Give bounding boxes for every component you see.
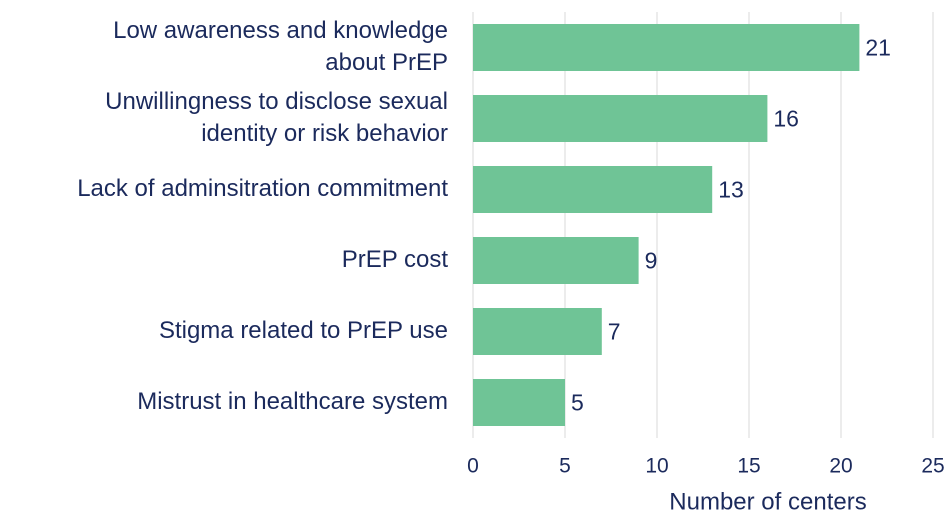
y-tick-label: Lack of adminsitration commitment: [77, 175, 448, 202]
x-tick-label: 20: [829, 455, 852, 478]
bar: [473, 308, 602, 355]
y-tick-label: Mistrust in healthcare system: [137, 388, 448, 415]
x-tick-label: 5: [559, 455, 571, 478]
y-tick-label: Stigma related to PrEP use: [159, 317, 448, 344]
x-axis-title: Number of centers: [669, 488, 866, 515]
bar: [473, 237, 639, 284]
y-tick-label: about PrEP: [325, 49, 448, 76]
data-label: 5: [571, 390, 584, 416]
bar: [473, 166, 713, 213]
bar: [473, 379, 565, 426]
bar: [473, 95, 768, 142]
y-tick-label: identity or risk behavior: [201, 120, 448, 147]
data-label: 9: [645, 248, 658, 274]
data-label: 16: [773, 106, 799, 132]
data-label: 13: [718, 177, 744, 203]
x-tick-label: 10: [645, 455, 668, 478]
y-tick-label: PrEP cost: [342, 246, 449, 273]
x-tick-label: 15: [737, 455, 760, 478]
x-tick-label: 25: [921, 455, 944, 478]
y-tick-label: Unwillingness to disclose sexual: [105, 88, 448, 115]
x-tick-label: 0: [467, 455, 479, 478]
bar: [473, 24, 860, 71]
y-tick-label: Low awareness and knowledge: [113, 17, 448, 44]
data-label: 7: [608, 319, 621, 345]
data-label: 21: [865, 35, 891, 61]
